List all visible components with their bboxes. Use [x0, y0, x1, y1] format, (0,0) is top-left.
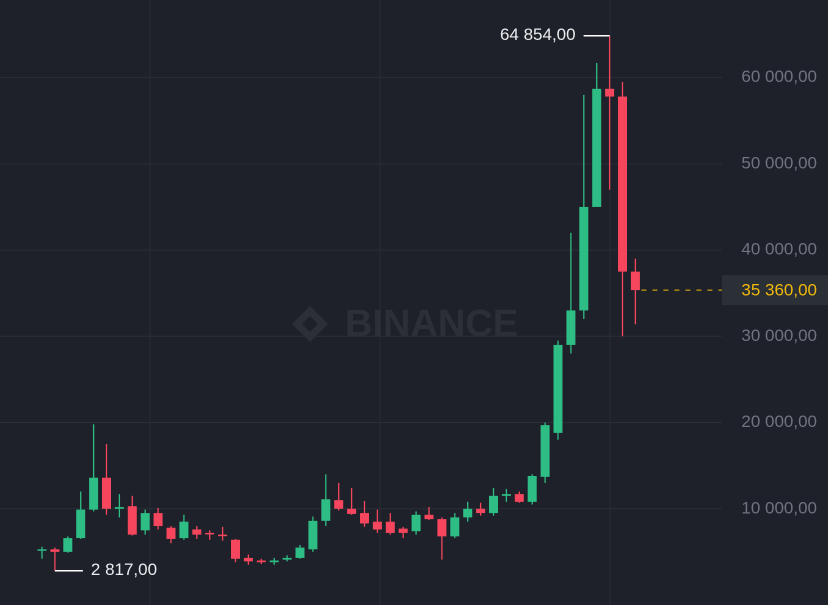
- candle-body: [127, 506, 137, 535]
- candle-body: [63, 538, 73, 552]
- candle-body: [424, 514, 434, 520]
- candle-body: [308, 520, 318, 550]
- candle-body: [321, 499, 331, 521]
- candle-body: [372, 521, 382, 530]
- candle-body: [231, 539, 240, 559]
- y-tick-label: 10 000,00: [741, 498, 817, 517]
- y-tick-label: 40 000,00: [741, 240, 817, 259]
- watermark-logo: [292, 306, 328, 342]
- y-tick-label: 50 000,00: [741, 153, 817, 172]
- candle-body: [37, 549, 47, 551]
- y-tick-label: 30 000,00: [741, 326, 817, 345]
- low-label: 2 817,00: [91, 560, 157, 579]
- last-price-label: 35 360,00: [741, 281, 817, 300]
- candle-body: [553, 344, 563, 433]
- candle-body: [166, 527, 176, 539]
- candle-body: [618, 96, 627, 272]
- candle-body: [205, 532, 215, 535]
- candle-body: [398, 528, 408, 533]
- candle-body: [256, 560, 266, 563]
- candle-body: [179, 521, 189, 539]
- candle-body: [334, 500, 344, 509]
- candle-body: [243, 557, 253, 562]
- y-tick-label: 60 000,00: [741, 67, 817, 86]
- last-price-box: [722, 275, 828, 306]
- candle-body: [269, 560, 279, 563]
- candle-body: [540, 425, 550, 477]
- candle-body: [89, 477, 99, 510]
- y-tick-label: 20 000,00: [741, 412, 817, 431]
- watermark-text: BINANCE: [345, 303, 518, 345]
- candle-body: [282, 557, 292, 560]
- candle-body: [385, 521, 395, 533]
- candle-body: [476, 508, 486, 514]
- candle-body: [566, 310, 576, 345]
- candle-body: [192, 529, 202, 535]
- candle-body: [450, 517, 460, 537]
- candle-body: [501, 494, 511, 496]
- candle-body: [514, 494, 524, 502]
- candle-body: [347, 508, 357, 514]
- candle-body: [76, 509, 86, 539]
- high-label: 64 854,00: [500, 25, 576, 44]
- candle-body: [527, 475, 537, 502]
- candle-body: [50, 549, 60, 552]
- candle-body: [153, 513, 163, 527]
- candle-body: [437, 519, 447, 537]
- candle-body: [411, 514, 421, 532]
- candle-body: [579, 206, 589, 311]
- candle-body: [218, 534, 228, 537]
- watermark: BINANCE: [292, 303, 518, 345]
- candle-body: [630, 271, 640, 291]
- candle-body: [605, 88, 615, 97]
- candle-body: [592, 88, 602, 207]
- candle-body: [463, 508, 473, 518]
- candle-body: [295, 547, 305, 558]
- candle-body: [102, 477, 111, 509]
- candle-body: [140, 513, 150, 531]
- candle-body: [114, 507, 124, 509]
- candle-body: [489, 495, 498, 514]
- candle-body: [360, 513, 369, 524]
